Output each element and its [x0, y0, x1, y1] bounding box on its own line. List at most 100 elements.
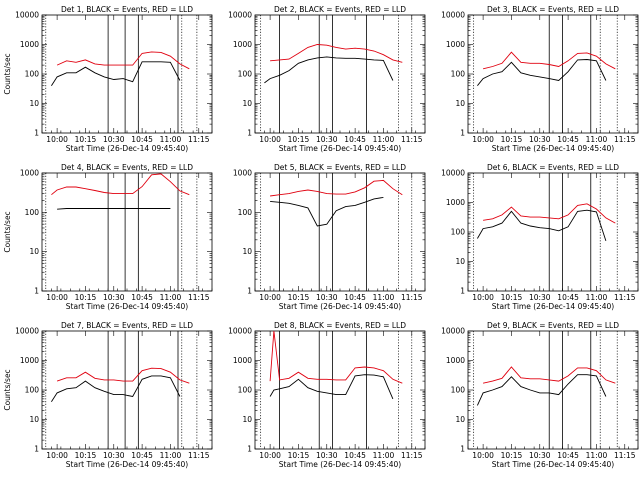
series-lld-line	[270, 44, 403, 63]
plot-frame	[41, 330, 213, 450]
x-axis-label: Start Time (26-Dec-14 09:45:40)	[66, 144, 188, 153]
y-tick-label: 10000	[441, 327, 465, 336]
plot-det-8: Det 8, BLACK = Events, RED = LLD 1 10 100 10…	[228, 321, 426, 469]
y-tick-label: 10	[29, 99, 39, 108]
x-tick-label: 10:30	[316, 293, 338, 302]
x-tick-label: 11:15	[188, 293, 210, 302]
x-tick-label: 10:00	[472, 135, 494, 144]
x-tick-label: 10:30	[103, 293, 125, 302]
x-axis-label: Start Time (26-Dec-14 09:45:40)	[279, 460, 401, 469]
x-tick-label: 10:45	[557, 451, 579, 460]
y-tick-label: 1000	[20, 356, 39, 365]
series-events-line	[57, 208, 171, 210]
x-axis-label: Start Time (26-Dec-14 09:45:40)	[492, 302, 614, 311]
y-axis-label: Counts/sec	[3, 53, 12, 94]
series-lld-line	[56, 51, 190, 70]
y-tick-label: 10	[455, 257, 465, 266]
x-tick-label: 10:00	[46, 135, 68, 144]
x-tick-label: 10:30	[316, 451, 338, 460]
plot-title: Det 3, BLACK = Events, RED = LLD	[487, 5, 619, 14]
x-axis-label: Start Time (26-Dec-14 09:45:40)	[66, 460, 188, 469]
y-tick-label: 10000	[441, 11, 465, 20]
y-tick-label: 1	[247, 129, 252, 138]
x-tick-label: 10:45	[131, 135, 153, 144]
x-tick-label: 10:45	[131, 293, 153, 302]
y-tick-label: 10	[29, 415, 39, 424]
plot-title: Det 1, BLACK = Events, RED = LLD	[61, 5, 193, 14]
y-tick-label: 10	[29, 247, 39, 256]
x-tick-label: 10:00	[46, 451, 68, 460]
plot-title: Det 2, BLACK = Events, RED = LLD	[274, 5, 406, 14]
x-tick-label: 11:00	[373, 135, 395, 144]
series-lld-line	[51, 173, 190, 196]
y-tick-label: 1000	[446, 198, 465, 207]
plot-title: Det 6, BLACK = Events, RED = LLD	[487, 163, 619, 172]
x-tick-label: 11:00	[586, 293, 608, 302]
x-tick-label: 10:45	[344, 135, 366, 144]
y-tick-label: 10000	[15, 327, 39, 336]
series-events-line	[51, 61, 181, 86]
x-tick-label: 11:15	[401, 135, 423, 144]
x-tick-label: 11:15	[401, 451, 423, 460]
y-tick-label: 10000	[441, 169, 465, 178]
y-tick-label: 1000	[20, 40, 39, 49]
x-tick-label: 10:45	[344, 293, 366, 302]
series-events-line	[270, 196, 384, 227]
y-tick-label: 100	[451, 386, 466, 395]
y-tick-label: 10	[455, 99, 465, 108]
x-tick-label: 10:30	[529, 451, 551, 460]
plot-title: Det 7, BLACK = Events, RED = LLD	[61, 321, 193, 330]
y-tick-label: 1	[247, 287, 252, 296]
plot-det-7: Det 7, BLACK = Events, RED = LLD 1 10 100 10…	[3, 321, 213, 469]
x-tick-label: 10:15	[75, 135, 97, 144]
x-tick-label: 11:00	[160, 135, 182, 144]
plot-frame	[254, 330, 426, 450]
x-tick-label: 10:45	[557, 293, 579, 302]
x-tick-label: 11:00	[373, 293, 395, 302]
y-tick-label: 10	[242, 415, 252, 424]
plot-frame	[41, 172, 213, 292]
y-tick-label: 1000	[446, 356, 465, 365]
x-tick-label: 10:30	[103, 451, 125, 460]
y-tick-label: 1	[34, 287, 39, 296]
series-events-line	[264, 56, 394, 84]
plot-title: Det 8, BLACK = Events, RED = LLD	[274, 321, 406, 330]
x-tick-label: 10:00	[259, 293, 281, 302]
x-tick-label: 10:15	[288, 135, 310, 144]
x-tick-label: 10:30	[529, 135, 551, 144]
series-lld-line	[483, 203, 616, 224]
x-axis-label: Start Time (26-Dec-14 09:45:40)	[492, 460, 614, 469]
x-tick-label: 10:00	[259, 451, 281, 460]
plot-title: Det 4, BLACK = Events, RED = LLD	[61, 163, 193, 172]
x-tick-label: 10:15	[501, 135, 523, 144]
x-tick-label: 11:15	[614, 135, 636, 144]
plot-det-1: Det 1, BLACK = Events, RED = LLD 1 10 100 10…	[3, 5, 213, 153]
series-lld-line	[270, 179, 403, 197]
plot-det-9: Det 9, BLACK = Events, RED = LLD 1 10 100 10…	[441, 321, 639, 469]
plot-frame	[254, 14, 426, 134]
x-axis-label: Start Time (26-Dec-14 09:45:40)	[279, 144, 401, 153]
y-tick-label: 1	[460, 445, 465, 454]
series-lld-line	[269, 330, 403, 384]
y-tick-label: 100	[25, 386, 40, 395]
y-tick-label: 100	[238, 70, 253, 79]
x-tick-label: 10:15	[75, 293, 97, 302]
x-tick-label: 10:00	[472, 451, 494, 460]
plot-det-3: Det 3, BLACK = Events, RED = LLD 1 10 100 10…	[441, 5, 639, 153]
y-tick-label: 1000	[233, 40, 252, 49]
x-tick-label: 10:45	[557, 135, 579, 144]
y-tick-label: 100	[451, 70, 466, 79]
y-axis-label: Counts/sec	[3, 369, 12, 410]
y-tick-label: 10	[242, 247, 252, 256]
x-tick-label: 10:30	[103, 135, 125, 144]
y-tick-label: 10000	[228, 327, 252, 336]
x-tick-label: 10:00	[46, 293, 68, 302]
series-lld-line	[483, 366, 616, 384]
x-tick-label: 10:45	[131, 451, 153, 460]
y-tick-label: 10000	[228, 11, 252, 20]
y-tick-label: 1000	[233, 356, 252, 365]
y-tick-label: 100	[451, 228, 466, 237]
x-tick-label: 10:30	[529, 293, 551, 302]
